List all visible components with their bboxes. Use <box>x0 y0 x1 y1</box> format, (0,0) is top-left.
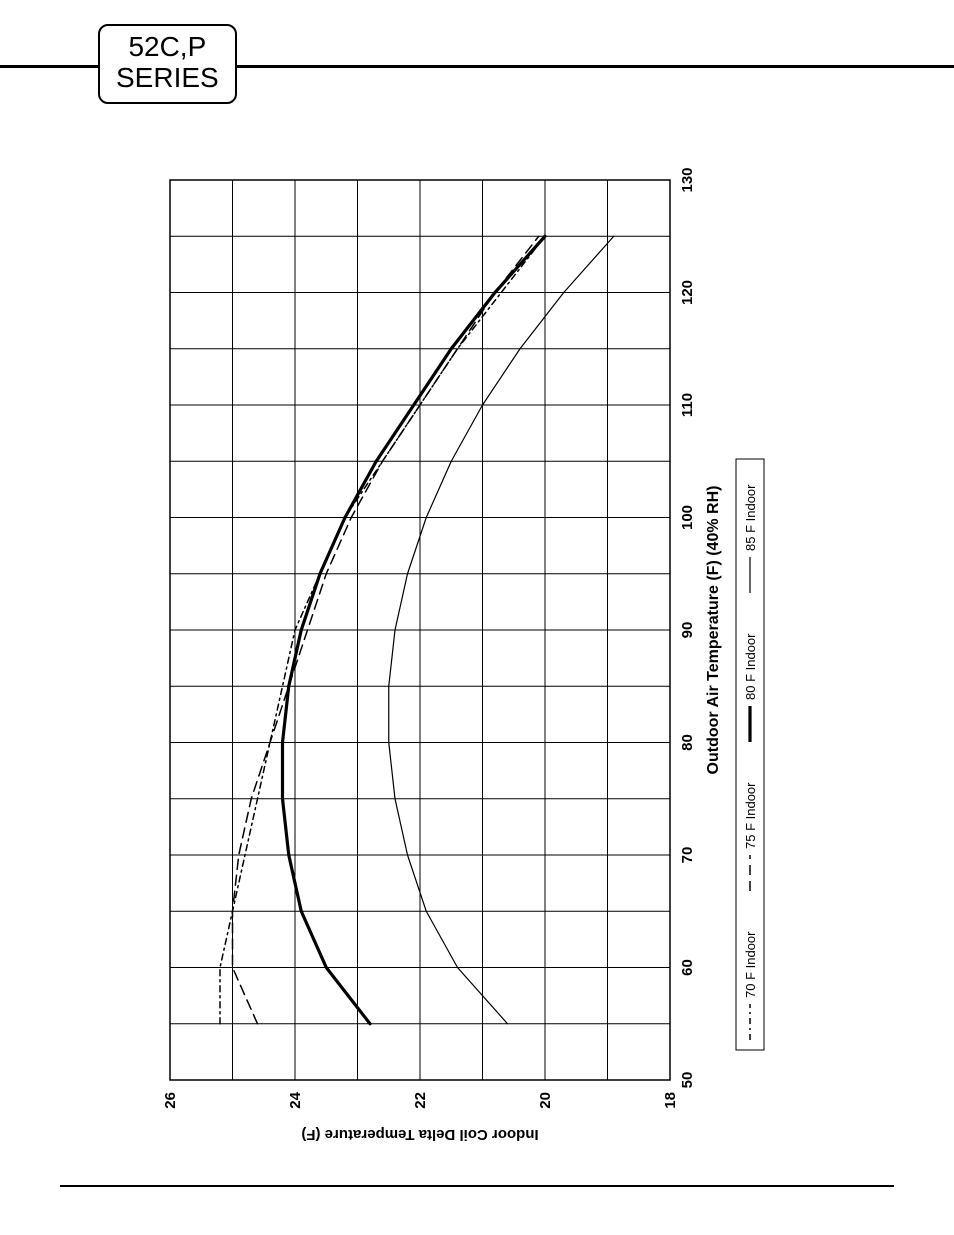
svg-text:70: 70 <box>679 847 696 864</box>
svg-text:20: 20 <box>537 1092 554 1109</box>
svg-text:110: 110 <box>679 393 696 417</box>
svg-text:Outdoor Air Temperature (F) (4: Outdoor Air Temperature (F) (40% RH) <box>705 486 722 775</box>
delta-temp-chart: 50 60 70 80 90 100 110 120 130 18 20 22 24 26 Outdoor … <box>110 120 830 1170</box>
svg-text:18: 18 <box>662 1092 679 1109</box>
svg-text:22: 22 <box>412 1092 429 1109</box>
page: 52C,P SERIES 50 60 70 80 90 100 110 120 130 18 20 2… <box>0 0 954 1235</box>
footer-rule <box>60 1185 894 1187</box>
chart-container: 50 60 70 80 90 100 110 120 130 18 20 22 24 26 Outdoor … <box>110 120 830 1170</box>
svg-text:130: 130 <box>679 167 696 192</box>
svg-text:60: 60 <box>679 959 696 976</box>
svg-text:26: 26 <box>162 1092 179 1109</box>
svg-text:75 F Indoor: 75 F Indoor <box>743 782 758 849</box>
svg-text:120: 120 <box>679 280 696 305</box>
svg-text:24: 24 <box>287 1091 304 1108</box>
svg-text:80: 80 <box>679 734 696 751</box>
svg-text:Indoor Coil Delta Temperature: Indoor Coil Delta Temperature (F) <box>301 1126 538 1143</box>
series-line2: SERIES <box>116 63 219 94</box>
svg-text:50: 50 <box>679 1072 696 1089</box>
svg-text:90: 90 <box>679 622 696 639</box>
series-badge: 52C,P SERIES <box>98 24 237 104</box>
svg-text:85 F Indoor: 85 F Indoor <box>743 484 758 551</box>
svg-text:70 F Indoor: 70 F Indoor <box>743 931 758 998</box>
series-line1: 52C,P <box>116 32 219 63</box>
svg-text:80 F Indoor: 80 F Indoor <box>743 633 758 700</box>
svg-text:100: 100 <box>679 505 696 530</box>
